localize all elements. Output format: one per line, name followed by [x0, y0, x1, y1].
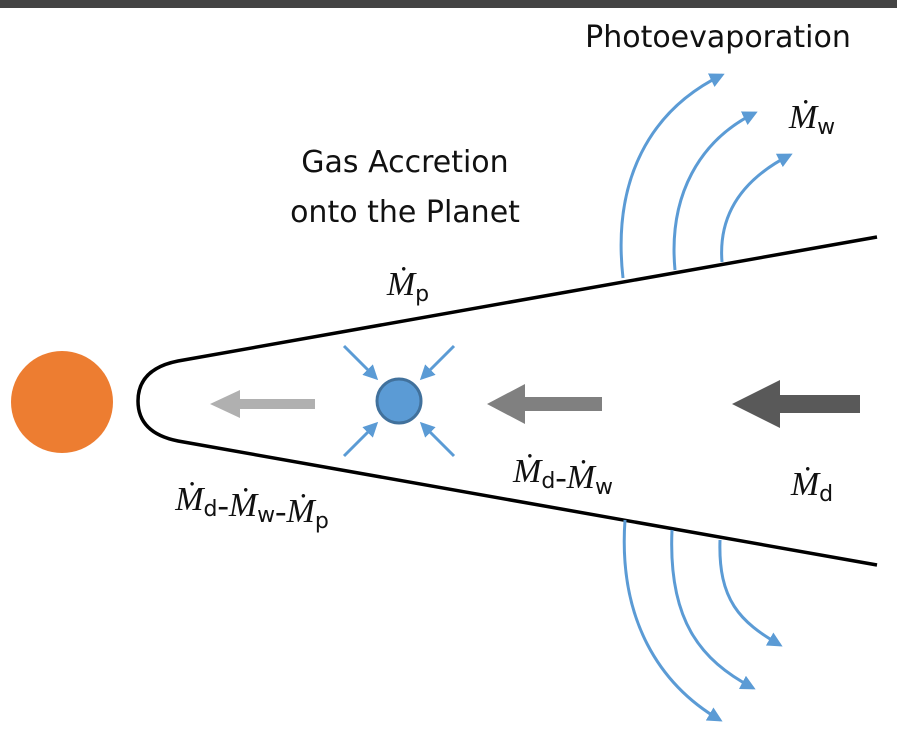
- middle-flow-arrow: [487, 384, 602, 424]
- accretion-arrows: [342, 344, 456, 458]
- star: [11, 351, 113, 453]
- rate-symbol: Ṁ: [790, 466, 821, 503]
- rate-label: Ṁd: [790, 466, 833, 507]
- rate-symbol: -: [218, 487, 229, 524]
- rate-subscript: d: [541, 469, 555, 494]
- top-bar: [0, 0, 897, 8]
- outer-flow-arrow: [732, 380, 860, 428]
- rate-symbol: Ṁ: [174, 481, 205, 518]
- rate-symbol: Ṁ: [285, 493, 316, 530]
- rate-symbol: Ṁ: [788, 99, 819, 136]
- rate-symbol: -: [275, 493, 286, 530]
- rate-symbol: Ṁ: [386, 266, 417, 303]
- rate-label: Ṁp: [386, 266, 429, 307]
- accretion-label: onto the Planet: [290, 195, 520, 230]
- title: Photoevaporation: [585, 20, 851, 55]
- rate-symbol: -: [555, 459, 566, 496]
- disk: [136, 235, 878, 567]
- rate-symbol: Ṁ: [512, 453, 543, 490]
- rate-subscript: p: [415, 282, 429, 307]
- rate-label: Ṁw: [788, 99, 835, 140]
- accretion-label: Gas Accretion: [301, 145, 508, 180]
- rate-subscript: w: [257, 503, 275, 528]
- rate-subscript: d: [819, 482, 833, 507]
- planet: [375, 377, 423, 425]
- rate-symbol: Ṁ: [228, 487, 259, 524]
- wind-curves: [619, 73, 793, 722]
- rate-subscript: p: [315, 509, 329, 534]
- rate-symbol: Ṁ: [566, 459, 597, 496]
- inner-flow-arrow: [210, 390, 315, 418]
- rate-subscript: w: [817, 115, 835, 140]
- rate-subscript: w: [595, 475, 613, 500]
- rate-label: Ṁd-Ṁw-Ṁp: [174, 481, 329, 534]
- rate-label: Ṁd-Ṁw: [512, 453, 613, 500]
- rate-subscript: d: [204, 497, 218, 522]
